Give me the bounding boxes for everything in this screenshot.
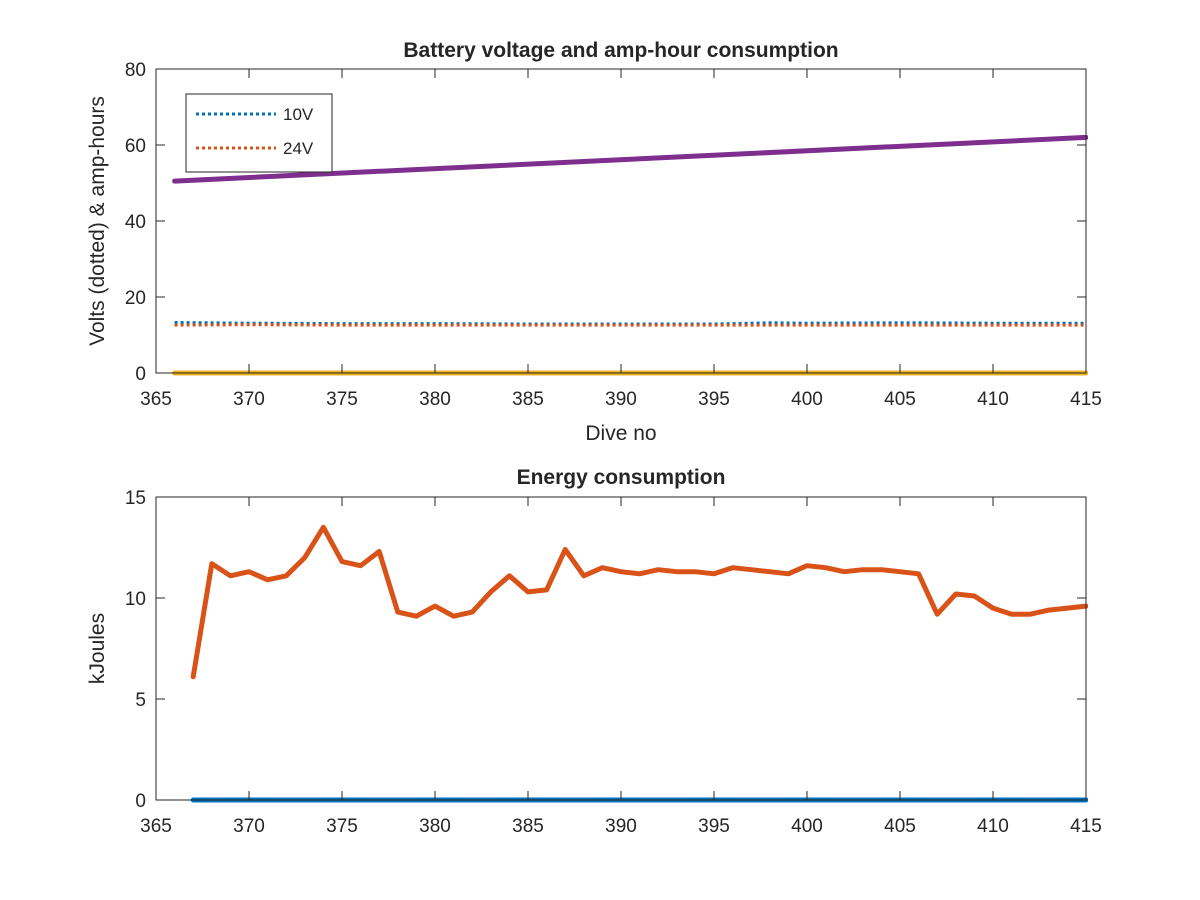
chart-0-x-tick-label: 370 [233, 389, 265, 410]
chart-0-x-tick-label: 385 [512, 389, 544, 410]
battery-voltage-panel: 365 370 375 380 385 390 395 400 405 410 415 0 20 40 60… [86, 39, 1102, 445]
chart-1-x-tick-label: 400 [791, 816, 823, 837]
chart-1-y-tick-label: 15 [125, 488, 146, 509]
chart-0-x-tick-label: 375 [326, 389, 358, 410]
chart-0-x-tick-label: 410 [977, 389, 1009, 410]
chart-1-x-tick-label: 395 [698, 816, 730, 837]
chart-1-x-tick-label: 370 [233, 816, 265, 837]
chart-1-y-axis-label: kJoules [86, 613, 109, 684]
chart-0-x-tick-label: 395 [698, 389, 730, 410]
chart-1-x-tick-label: 410 [977, 816, 1009, 837]
chart-1-plot-area [156, 497, 1086, 800]
chart-1-y-tick-label: 0 [135, 791, 146, 812]
chart-0-x-tick-label: 405 [884, 389, 916, 410]
chart-0-legend-label-10v: 10V [283, 105, 314, 124]
chart-1-x-tick-label: 385 [512, 816, 544, 837]
chart-1-y-tick-label: 5 [135, 690, 146, 711]
chart-0-title: Battery voltage and amp-hour consumption [403, 39, 838, 62]
chart-0-y-tick-label: 0 [135, 364, 146, 385]
chart-0-legend: 10V 24V [185, 93, 333, 173]
chart-0-x-tick-label: 365 [140, 389, 172, 410]
chart-0-legend-box [185, 93, 333, 173]
chart-0-x-tick-label: 400 [791, 389, 823, 410]
chart-0-y-tick-label: 80 [125, 60, 146, 81]
chart-0-y-tick-label: 40 [125, 212, 146, 233]
chart-0-y-axis-label: Volts (dotted) & amp-hours [86, 96, 109, 346]
chart-0-y-tick-label: 20 [125, 288, 146, 309]
chart-0-x-tick-label: 390 [605, 389, 637, 410]
chart-1-x-tick-label: 415 [1070, 816, 1102, 837]
chart-1-x-tick-label: 405 [884, 816, 916, 837]
chart-1-x-tick-label: 380 [419, 816, 451, 837]
chart-1-x-tick-label: 365 [140, 816, 172, 837]
chart-0-y-tick-label: 60 [125, 136, 146, 157]
chart-0-series-2-line [172, 134, 1088, 184]
chart-0-x-tick-label: 380 [419, 389, 451, 410]
chart-1-x-tick-label: 390 [605, 816, 637, 837]
chart-1-series-0-line [190, 524, 1088, 680]
chart-0-x-axis-label: Dive no [585, 422, 656, 445]
chart-1-title: Energy consumption [517, 466, 726, 489]
chart-1-x-tick-label: 375 [326, 816, 358, 837]
chart-0-x-tick-label: 415 [1070, 389, 1102, 410]
chart-0-legend-label-24v: 24V [283, 139, 314, 158]
chart-1-y-tick-label: 10 [125, 589, 146, 610]
energy-consumption-panel: 365 370 375 380 385 390 395 400 405 410 415 0 5 10 15 E… [86, 466, 1102, 837]
